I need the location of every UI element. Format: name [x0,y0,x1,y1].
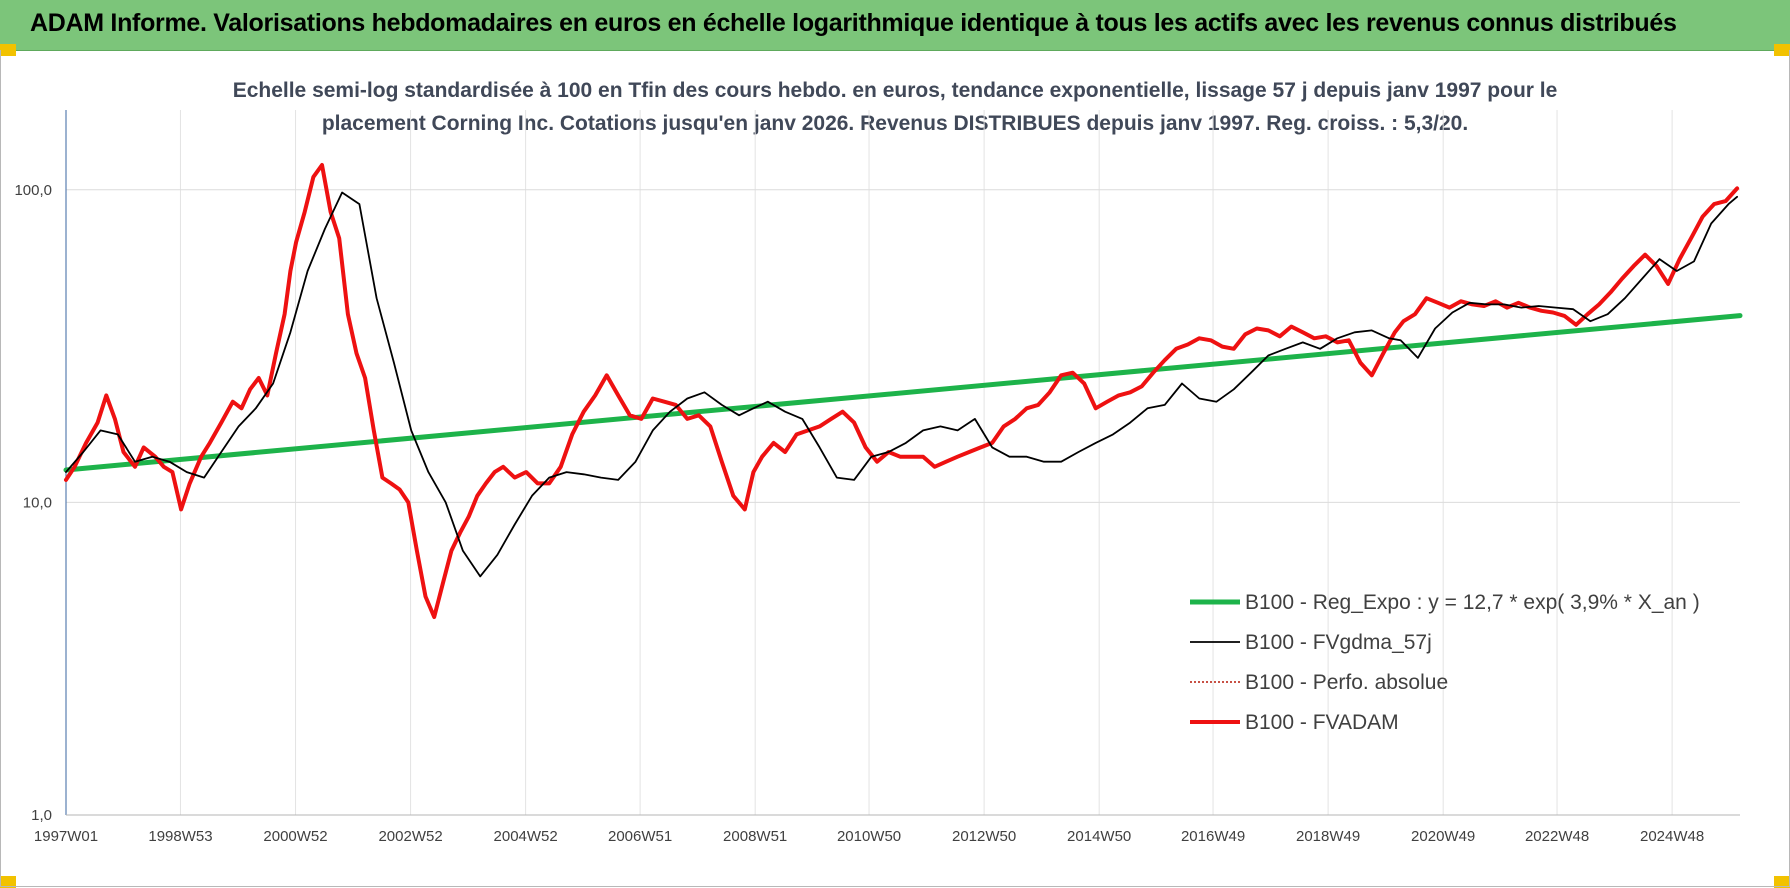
series-line-1 [65,191,1738,578]
x-tick-label: 2014W50 [1067,828,1131,845]
series-lines [63,163,1743,619]
series-line-0 [63,313,1743,473]
corner-marker [0,876,16,888]
corner-marker [1774,876,1790,888]
x-tick-label: 2012W50 [952,828,1016,845]
x-tick-label: 2000W52 [263,828,327,845]
legend-label: B100 - FVADAM [1245,711,1399,734]
x-tick-label: 2022W48 [1525,828,1589,845]
legend-label: B100 - Reg_Expo : y = 12,7 * exp( 3,9% *… [1245,591,1700,614]
legend-label: B100 - FVgdma_57j [1245,631,1432,654]
x-tick-label: 2002W52 [378,828,442,845]
x-tick-label: 1997W01 [34,828,98,845]
x-tick-label: 2018W49 [1296,828,1360,845]
axes: 1997W01 1998W53 2000W52 2002W52 2004W52 2006W… [14,110,1740,845]
y-tick-label: 10,0 [23,494,52,511]
x-tick-label: 2020W49 [1411,828,1475,845]
chart-title: Echelle semi-log standardisée à 100 en T… [160,74,1630,140]
report-header: ADAM Informe. Valorisations hebdomadaire… [0,0,1790,51]
y-tick-label: 1,0 [31,807,52,824]
chart-title-line-2: placement Corning Inc. Cotations jusqu'e… [321,112,1469,135]
grid-lines [66,110,1740,816]
x-tick-label: 2004W52 [494,828,558,845]
series-line-3 [64,163,1740,619]
legend-label: B100 - Perfo. absolue [1245,671,1448,694]
x-tick-label: 2008W51 [723,828,787,845]
x-tick-label: 2006W51 [608,828,672,845]
chart-title-line-1: Echelle semi-log standardisée à 100 en T… [232,79,1558,102]
y-tick-label: 100,0 [14,182,52,199]
x-tick-label: 1998W53 [148,828,212,845]
corner-marker [1774,44,1790,56]
x-tick-label: 2010W50 [837,828,901,845]
report-title: ADAM Informe. Valorisations hebdomadaire… [30,9,1677,37]
corner-marker [0,44,16,56]
x-tick-label: 2024W48 [1640,828,1704,845]
x-tick-label: 2016W49 [1181,828,1245,845]
legend: B100 - Reg_Expo : y = 12,7 * exp( 3,9% *… [1190,591,1700,734]
